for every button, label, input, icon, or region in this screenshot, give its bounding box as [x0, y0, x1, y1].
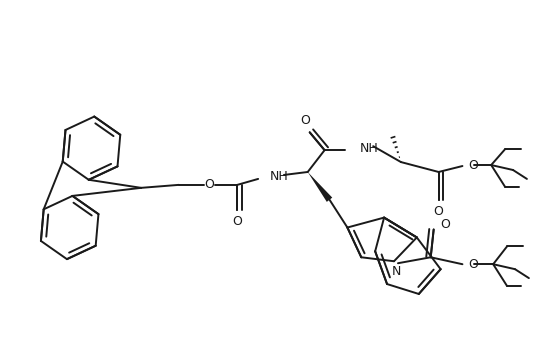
- Text: O: O: [300, 114, 310, 127]
- Text: NH: NH: [270, 171, 289, 183]
- Text: NH: NH: [359, 142, 378, 155]
- Text: O: O: [205, 178, 214, 192]
- Text: O: O: [468, 258, 478, 271]
- Text: O: O: [468, 159, 478, 172]
- Text: O: O: [441, 218, 451, 231]
- Text: O: O: [232, 215, 242, 228]
- Polygon shape: [308, 172, 332, 202]
- Text: N: N: [391, 265, 400, 278]
- Text: O: O: [434, 205, 444, 218]
